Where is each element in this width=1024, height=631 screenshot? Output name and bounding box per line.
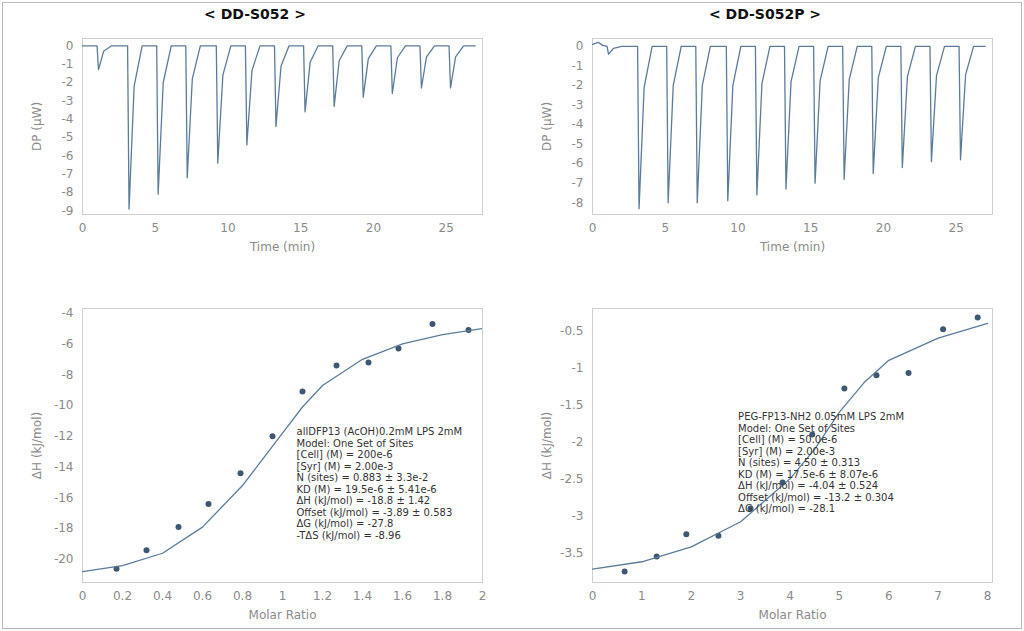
svg-text:5: 5 — [836, 589, 844, 603]
svg-text:-20: -20 — [54, 552, 74, 566]
svg-text:Molar Ratio: Molar Ratio — [249, 608, 317, 622]
svg-text:5: 5 — [151, 221, 159, 235]
svg-text:-3: -3 — [572, 98, 584, 112]
svg-text:-5: -5 — [572, 137, 584, 151]
svg-text:-2.5: -2.5 — [560, 472, 583, 486]
svg-text:0: 0 — [66, 39, 74, 53]
svg-text:3: 3 — [737, 589, 745, 603]
svg-text:-1.5: -1.5 — [560, 398, 583, 412]
svg-text:1.6: 1.6 — [393, 589, 412, 603]
svg-text:-4: -4 — [62, 306, 74, 320]
svg-text:-16: -16 — [54, 491, 74, 505]
svg-text:-6: -6 — [572, 156, 584, 170]
svg-text:-10: -10 — [54, 398, 74, 412]
svg-text:0: 0 — [79, 221, 87, 235]
svg-text:0: 0 — [79, 589, 87, 603]
svg-text:0: 0 — [589, 221, 597, 235]
svg-text:-14: -14 — [54, 460, 74, 474]
svg-text:10: 10 — [220, 221, 235, 235]
svg-text:25: 25 — [948, 221, 963, 235]
svg-text:Time (min): Time (min) — [249, 240, 315, 254]
svg-text:Molar Ratio: Molar Ratio — [759, 608, 827, 622]
svg-text:-1: -1 — [62, 57, 74, 71]
svg-text:2: 2 — [687, 589, 695, 603]
svg-text:ΔH (kJ/mol): ΔH (kJ/mol) — [30, 412, 44, 479]
svg-text:allDFP13 (AcOH)0.2mM LPS 2mMMo: allDFP13 (AcOH)0.2mM LPS 2mMModel: One S… — [297, 426, 463, 541]
svg-text:-3: -3 — [572, 509, 584, 523]
svg-text:-8: -8 — [572, 196, 584, 210]
svg-text:7: 7 — [934, 589, 942, 603]
svg-text:1.4: 1.4 — [353, 589, 372, 603]
svg-text:0.6: 0.6 — [193, 589, 212, 603]
svg-text:-1: -1 — [572, 59, 584, 73]
svg-text:-5: -5 — [62, 130, 74, 144]
svg-text:Time (min): Time (min) — [759, 240, 825, 254]
svg-text:-4: -4 — [62, 112, 74, 126]
svg-text:DP (μW): DP (μW) — [30, 102, 44, 151]
svg-text:0: 0 — [589, 589, 597, 603]
svg-text:-6: -6 — [62, 337, 74, 351]
svg-text:-1: -1 — [572, 361, 584, 375]
svg-text:0.8: 0.8 — [233, 589, 252, 603]
svg-text:-3.5: -3.5 — [560, 546, 583, 560]
svg-text:-8: -8 — [62, 185, 74, 199]
svg-text:-7: -7 — [572, 176, 584, 190]
svg-text:-4: -4 — [572, 117, 584, 131]
svg-text:DP (μW): DP (μW) — [540, 102, 554, 151]
svg-text:-7: -7 — [62, 167, 74, 181]
svg-text:0.4: 0.4 — [153, 589, 172, 603]
svg-text:8: 8 — [984, 589, 992, 603]
svg-text:-0.5: -0.5 — [560, 324, 583, 338]
svg-text:PEG-FP13-NH2 0.05mM LPS 2mMMod: PEG-FP13-NH2 0.05mM LPS 2mMModel: One Se… — [738, 411, 904, 514]
svg-text:-18: -18 — [54, 521, 74, 535]
svg-text:1: 1 — [279, 589, 287, 603]
svg-text:-9: -9 — [62, 204, 74, 218]
svg-text:0: 0 — [576, 39, 584, 53]
svg-text:-6: -6 — [62, 149, 74, 163]
svg-text:6: 6 — [885, 589, 893, 603]
svg-text:ΔH (kJ/mol): ΔH (kJ/mol) — [540, 412, 554, 479]
svg-text:15: 15 — [803, 221, 818, 235]
svg-text:-2: -2 — [62, 75, 74, 89]
svg-text:2: 2 — [479, 589, 487, 603]
svg-text:-8: -8 — [62, 368, 74, 382]
svg-text:-3: -3 — [62, 94, 74, 108]
svg-text:10: 10 — [730, 221, 745, 235]
svg-text:1: 1 — [638, 589, 646, 603]
svg-text:1.2: 1.2 — [313, 589, 332, 603]
svg-text:-2: -2 — [572, 78, 584, 92]
svg-text:-12: -12 — [54, 429, 74, 443]
svg-text:15: 15 — [293, 221, 308, 235]
svg-text:0.2: 0.2 — [113, 589, 132, 603]
svg-text:1.8: 1.8 — [433, 589, 452, 603]
svg-text:-2: -2 — [572, 435, 584, 449]
svg-text:4: 4 — [786, 589, 794, 603]
svg-text:20: 20 — [876, 221, 891, 235]
svg-text:20: 20 — [366, 221, 381, 235]
svg-text:25: 25 — [438, 221, 453, 235]
svg-text:5: 5 — [661, 221, 669, 235]
